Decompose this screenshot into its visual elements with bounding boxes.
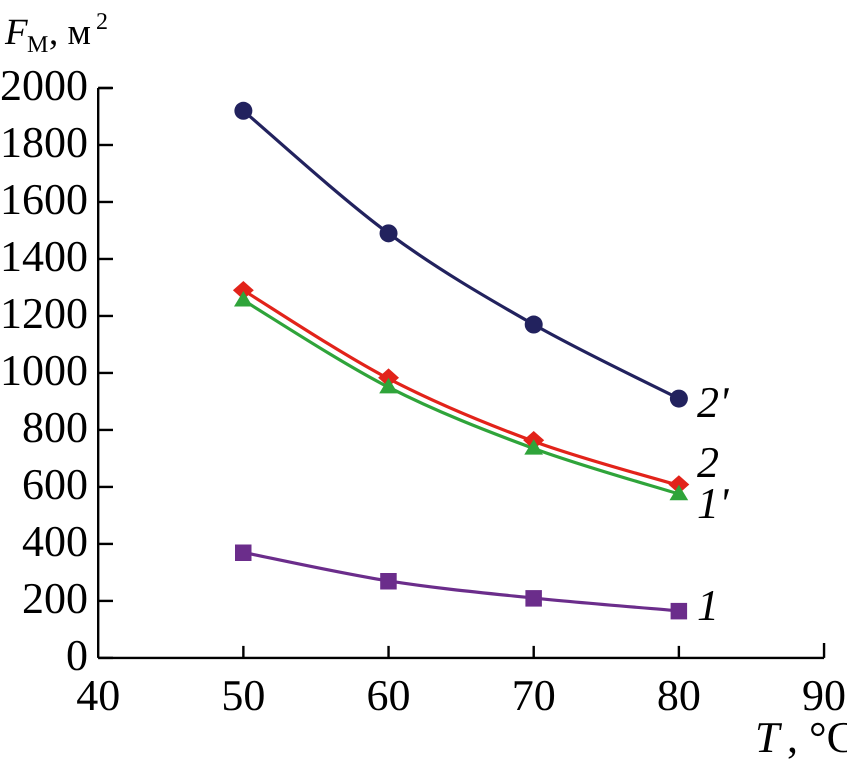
svg-text:50: 50 bbox=[221, 671, 265, 720]
svg-text:, °C: , °C bbox=[787, 713, 847, 762]
svg-text:2: 2 bbox=[96, 9, 108, 35]
svg-text:70: 70 bbox=[512, 671, 556, 720]
svg-text:1': 1' bbox=[697, 479, 730, 528]
svg-text:1600: 1600 bbox=[0, 175, 88, 224]
svg-text:М: М bbox=[27, 32, 48, 58]
svg-text:40: 40 bbox=[76, 671, 120, 720]
svg-text:F: F bbox=[4, 12, 28, 53]
svg-text:1000: 1000 bbox=[0, 346, 88, 395]
svg-text:1: 1 bbox=[697, 581, 719, 630]
svg-text:200: 200 bbox=[22, 574, 88, 623]
svg-text:800: 800 bbox=[22, 403, 88, 452]
svg-text:2': 2' bbox=[697, 378, 730, 427]
svg-text:80: 80 bbox=[657, 671, 701, 720]
svg-text:2000: 2000 bbox=[0, 61, 88, 110]
svg-text:600: 600 bbox=[22, 460, 88, 509]
svg-text:T: T bbox=[755, 713, 783, 762]
svg-text:400: 400 bbox=[22, 517, 88, 566]
svg-text:, м: , м bbox=[49, 12, 91, 53]
svg-text:60: 60 bbox=[367, 671, 411, 720]
svg-text:1400: 1400 bbox=[0, 232, 88, 281]
svg-text:1200: 1200 bbox=[0, 289, 88, 338]
svg-text:1800: 1800 bbox=[0, 118, 88, 167]
